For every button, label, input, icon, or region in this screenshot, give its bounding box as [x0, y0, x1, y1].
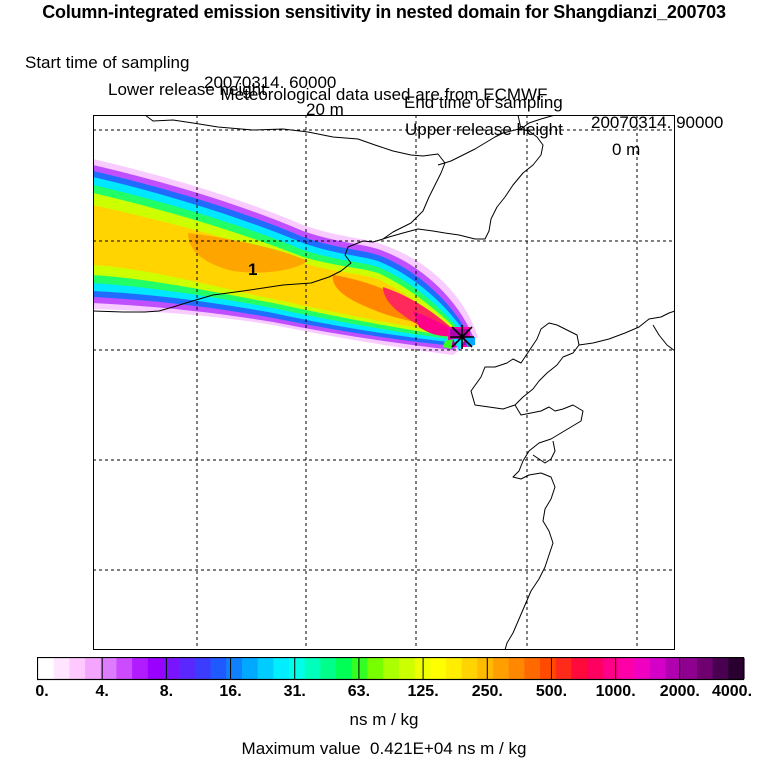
legend-color-cell	[116, 658, 133, 679]
end-time-value: 20070314. 90000	[591, 113, 724, 132]
legend-color-cell	[383, 658, 400, 679]
legend-tick-label: 1000.	[595, 683, 636, 700]
legend-units: ns m / kg	[349, 710, 419, 729]
legend-color-cell	[681, 658, 698, 679]
color-legend	[37, 657, 745, 681]
legend-tick-label: 8.	[159, 683, 174, 700]
maximum-value-line: Maximum value 0.421E+04 ns m / kg	[0, 739, 768, 759]
legend-color-cell	[69, 658, 86, 679]
legend-color-cell	[320, 658, 337, 679]
legend-tick-label: 63.	[347, 683, 371, 700]
legend-color-cell	[712, 658, 729, 679]
legend-tick-label: 4000.	[711, 683, 753, 700]
legend-color-cell	[555, 658, 573, 679]
legend-color-cell	[38, 658, 55, 679]
legend-color-cell	[100, 658, 118, 679]
legend-color-cell	[241, 658, 259, 679]
legend-color-cell	[445, 658, 463, 679]
legend-color-cell	[163, 658, 180, 679]
map-frame	[93, 115, 675, 650]
legend-color-cell	[226, 658, 243, 679]
graticule	[93, 115, 675, 650]
legend-color-cell	[524, 658, 541, 679]
legend-color-cell	[132, 658, 149, 679]
legend-color-cell	[351, 658, 369, 679]
legend-color-cell	[430, 658, 447, 679]
maximum-value-units: ns m / kg	[457, 739, 527, 758]
legend-color-cell	[571, 658, 588, 679]
legend-color-cell	[587, 658, 604, 679]
legend-color-cell	[257, 658, 274, 679]
legend-color-cell	[728, 658, 745, 679]
legend-tick-label: 500.	[535, 683, 568, 700]
legend-color-cell	[649, 658, 667, 679]
legend-color-cell	[194, 658, 212, 679]
legend-tick-label: 16.	[219, 683, 242, 700]
legend-color-cell	[273, 658, 290, 679]
legend-color-cell	[665, 658, 682, 679]
met-data-source: Meteorological data used are from ECMWF	[220, 85, 548, 104]
lower-height-value: 20 m	[306, 100, 344, 119]
legend-color-cell	[461, 658, 478, 679]
legend-color-cell	[336, 658, 353, 679]
legend-color-cell	[492, 658, 510, 679]
legend-color-cell	[540, 658, 557, 679]
legend-color-cell	[508, 658, 525, 679]
maximum-value: 0.421E+04	[370, 739, 453, 758]
legend-color-cell	[210, 658, 227, 679]
map-title: Column-integrated emission sensitivity i…	[42, 2, 726, 22]
lower-height-label: Lower release height	[108, 80, 266, 99]
legend-color-cell	[289, 658, 306, 679]
legend-tick-label: 250.	[471, 683, 503, 700]
legend-tick-label: 125.	[407, 683, 439, 700]
legend-color-cell	[477, 658, 494, 679]
coastline-borders	[93, 115, 675, 650]
legend-color-cell	[53, 658, 70, 679]
start-time-label: Start time of sampling	[25, 53, 190, 72]
map-panel: 1	[93, 115, 675, 650]
end-time-label: End time of sampling	[404, 93, 563, 112]
maximum-value-label: Maximum value	[241, 739, 361, 758]
legend-tick-label: 0.	[35, 683, 49, 700]
plume-label: 1	[248, 260, 257, 279]
legend-tick-label: 31.	[283, 683, 306, 700]
legend-color-cell	[147, 658, 165, 679]
legend-color-cell	[367, 658, 384, 679]
start-time-value: 20070314. 60000	[204, 73, 337, 92]
legend-color-cell	[634, 658, 651, 679]
emission-plume	[93, 159, 478, 355]
legend-color-cell	[304, 658, 321, 679]
legend-tick-label: 4.	[95, 683, 109, 700]
legend-tick-label: 2000.	[659, 683, 700, 700]
legend-color-cell	[602, 658, 620, 679]
sampling-times: Start time of sampling 20070314. 60000 E…	[0, 33, 768, 133]
legend-color-cell	[618, 658, 635, 679]
legend-color-cell	[696, 658, 714, 679]
legend-color-cell	[179, 658, 196, 679]
legend-color-cell	[398, 658, 416, 679]
upper-height-value: 0 m	[612, 140, 641, 159]
legend-color-cell	[85, 658, 102, 679]
release-site-marker	[450, 325, 474, 349]
